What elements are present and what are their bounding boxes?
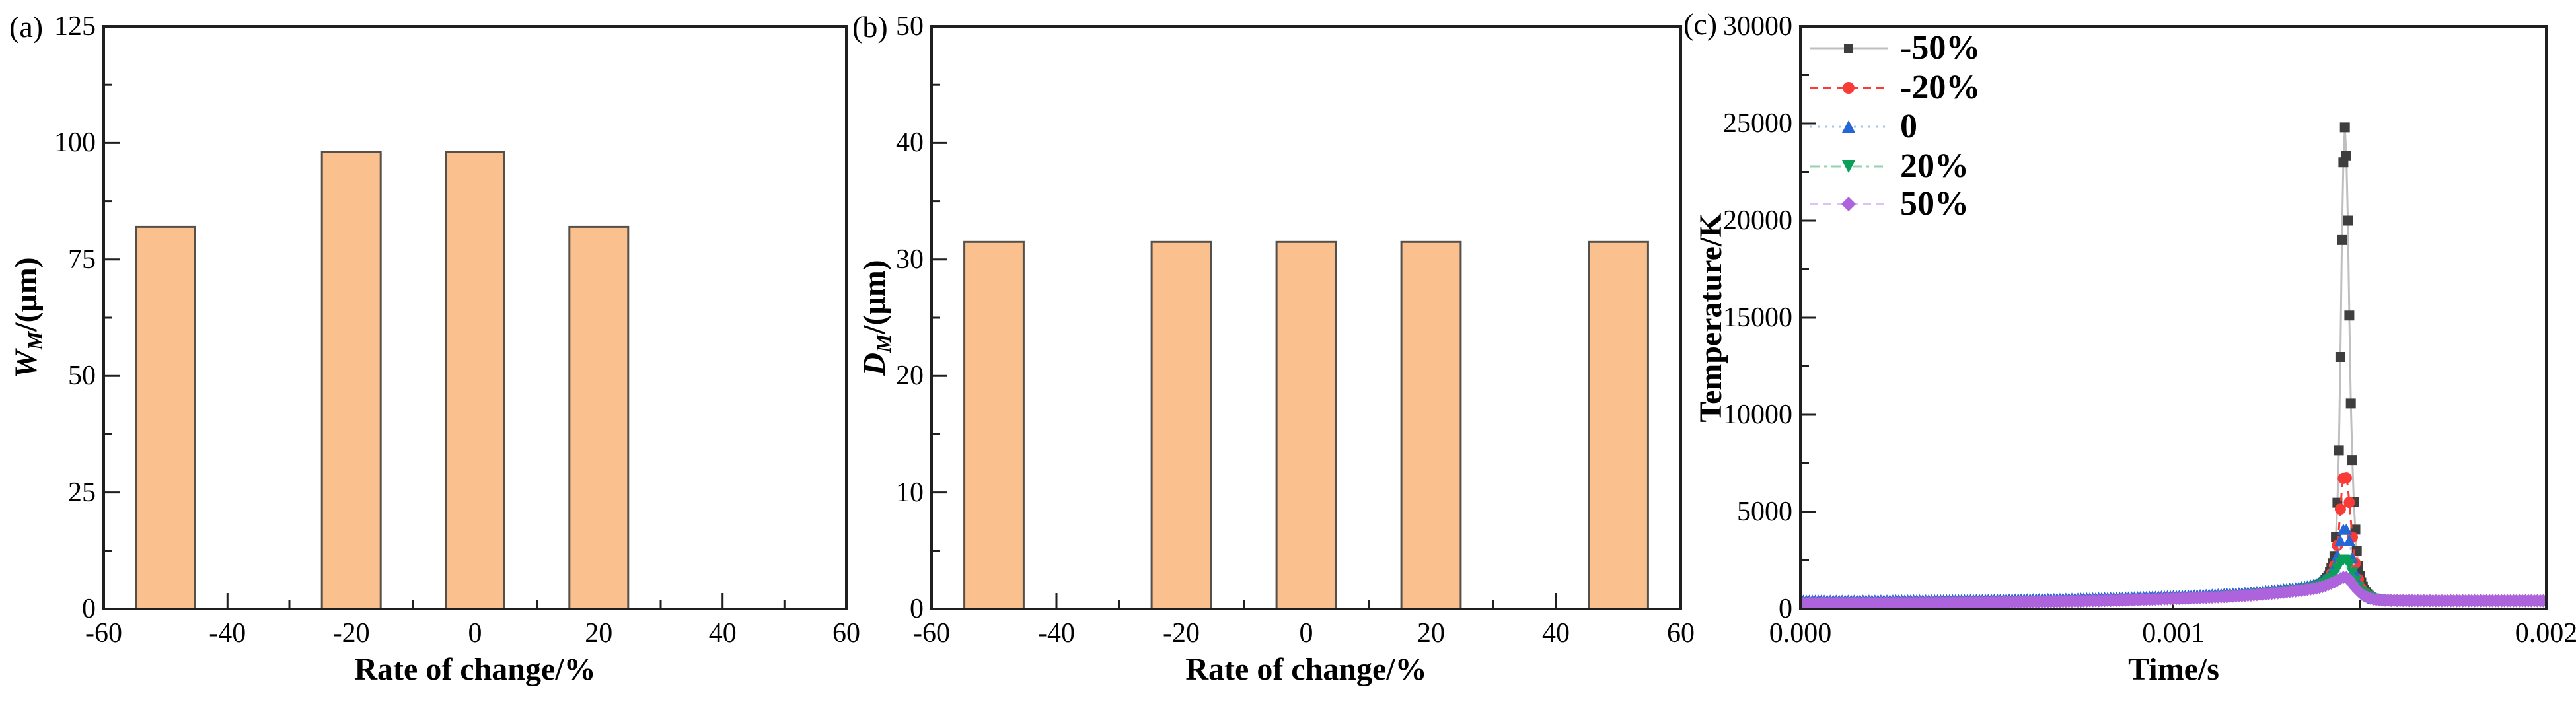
- series-markers-plus-50: [1800, 571, 2546, 609]
- x-tick-label: 20: [585, 618, 613, 649]
- legend-item-zero: 0: [1809, 106, 1917, 147]
- panel-c-x-axis-title: Time/s: [2128, 652, 2219, 687]
- legend-item-plus-50: 50%: [1809, 184, 1969, 225]
- y-title-subscript: M: [23, 331, 47, 350]
- y-tick-label: 100: [54, 127, 96, 159]
- y-tick-label: 15000: [1723, 303, 1792, 333]
- x-tick-label: -20: [332, 618, 370, 649]
- x-tick-label: -40: [209, 618, 246, 649]
- legend-item-minus-50: -50%: [1809, 28, 1980, 69]
- y-tick-label: 0: [910, 594, 924, 624]
- x-tick-label: 0: [1299, 618, 1313, 649]
- plot-frame: [930, 25, 1682, 610]
- x-tick-label: 0: [468, 618, 482, 649]
- y-tick-label: 20000: [1723, 205, 1792, 236]
- panel-a-letter: (a): [9, 10, 44, 44]
- legend-label: -50%: [1900, 29, 1981, 67]
- series-markers-minus-20: [1800, 472, 2546, 609]
- bar-a-0: [445, 151, 505, 610]
- series-line-minus-20: [1800, 472, 2546, 604]
- y-tick-label: 25: [68, 477, 96, 508]
- y-tick-label: 0: [82, 594, 96, 624]
- y-tick-label: 125: [54, 11, 96, 42]
- x-tick-label: -40: [1038, 618, 1075, 649]
- bar-b-50: [1588, 240, 1649, 610]
- y-tick-label: 50: [896, 11, 924, 42]
- x-tick-label: -60: [85, 618, 122, 649]
- legend-item-minus-20: -20%: [1809, 67, 1980, 108]
- plot-frame: [1799, 25, 2548, 610]
- x-tick-label: -60: [913, 618, 950, 649]
- legend-item-plus-20: 20%: [1809, 146, 1969, 187]
- bar-b-0: [1275, 240, 1337, 610]
- bar-a--20: [320, 151, 382, 610]
- x-tick-label: 0.002: [2515, 618, 2576, 649]
- panel-a-y-axis-title: WM/(μm): [6, 133, 47, 503]
- legend-label: 20%: [1900, 147, 1969, 185]
- legend-label: 0: [1900, 108, 1917, 145]
- y-tick-label: 40: [896, 127, 924, 159]
- x-tick-label: 20: [1417, 618, 1445, 649]
- y-tick-label: 30: [896, 244, 924, 275]
- bar-b--20: [1150, 240, 1212, 610]
- panel-a-plot: [102, 25, 848, 610]
- panel-b-x-axis-title: Rate of change/%: [1185, 652, 1427, 687]
- panel-c-letter: (c): [1683, 7, 1718, 41]
- panel-b-letter: (b): [852, 10, 888, 44]
- x-tick-label: 60: [1667, 618, 1695, 649]
- bar-a--50: [135, 225, 196, 610]
- y-tick-label: 30000: [1723, 11, 1792, 42]
- y-tick-label: 5000: [1737, 497, 1792, 527]
- legend-label: -20%: [1900, 69, 1981, 106]
- y-tick-label: 50: [68, 361, 96, 392]
- y-tick-label: 25000: [1723, 108, 1792, 139]
- x-tick-label: 40: [708, 618, 737, 649]
- y-tick-label: 10: [896, 477, 924, 508]
- x-tick-label: 40: [1542, 618, 1570, 649]
- x-tick-label: 0.001: [2142, 618, 2205, 649]
- y-tick-label: 75: [68, 244, 96, 275]
- panel-b-plot: [930, 25, 1682, 610]
- legend-marker-plus-50: [1809, 190, 1890, 219]
- legend-marker-plus-20: [1809, 152, 1890, 181]
- bar-b-20: [1400, 240, 1462, 610]
- y-tick-label: 20: [896, 361, 924, 392]
- y-tick-label: 0: [1779, 594, 1792, 624]
- series-layer: [1800, 122, 2546, 609]
- series-line-zero: [1800, 527, 2546, 602]
- bar-b--50: [963, 240, 1025, 610]
- y-tick-label: 10000: [1723, 400, 1792, 430]
- x-tick-label: 0.000: [1769, 618, 1832, 649]
- legend-marker-minus-50: [1809, 34, 1890, 63]
- x-tick-label: 60: [832, 618, 860, 649]
- legend-marker-minus-20: [1809, 73, 1890, 102]
- legend-marker-zero: [1809, 112, 1890, 141]
- panel-b-y-axis-title: DM/(μm): [854, 133, 895, 503]
- panel-c-plot: [1799, 25, 2548, 610]
- plot-frame: [102, 25, 848, 610]
- legend-label: 50%: [1900, 185, 1969, 223]
- y-title-subscript: M: [871, 334, 895, 353]
- panel-a-x-axis-title: Rate of change/%: [354, 652, 596, 687]
- bar-a-20: [568, 225, 630, 610]
- x-tick-label: -20: [1163, 618, 1200, 649]
